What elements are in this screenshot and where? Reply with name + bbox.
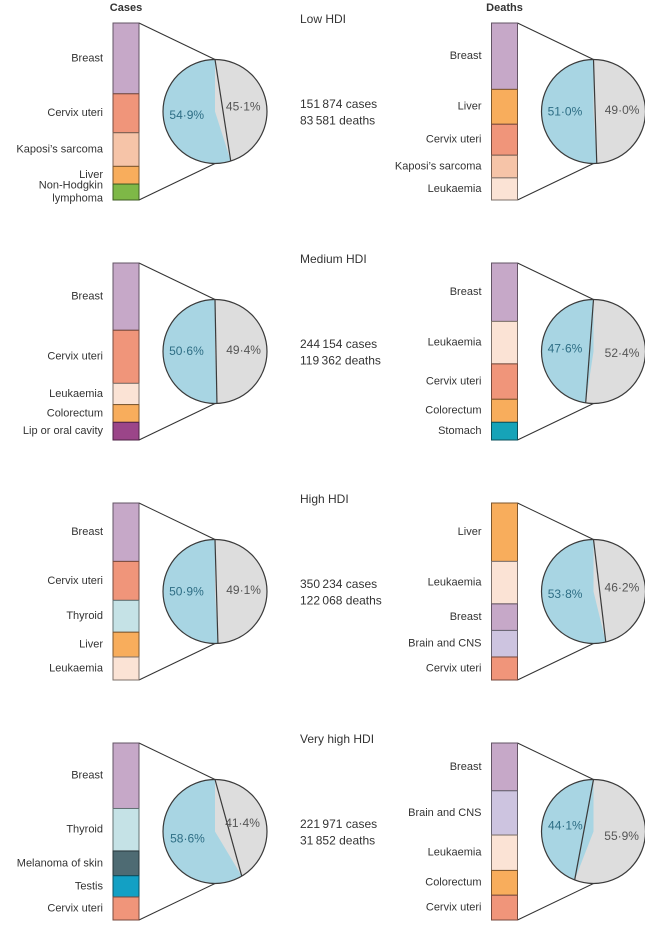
svg-text:46·2%: 46·2% (605, 580, 640, 594)
svg-text:244 154 cases: 244 154 cases (300, 337, 377, 351)
svg-text:Thyroid: Thyroid (66, 824, 103, 836)
svg-text:Colorectum: Colorectum (47, 407, 103, 419)
svg-text:49·4%: 49·4% (226, 343, 261, 357)
svg-text:50·9%: 50·9% (169, 584, 204, 598)
svg-text:Kaposi’s sarcoma: Kaposi’s sarcoma (16, 143, 103, 155)
svg-text:53·8%: 53·8% (548, 587, 583, 601)
svg-text:Colorectum: Colorectum (425, 405, 481, 417)
svg-text:44·1%: 44·1% (548, 818, 583, 832)
svg-text:Thyroid: Thyroid (66, 610, 103, 622)
svg-text:41·4%: 41·4% (225, 816, 260, 830)
svg-text:54·9%: 54·9% (169, 108, 204, 122)
svg-text:Liver: Liver (458, 101, 482, 113)
svg-text:221 971 cases: 221 971 cases (300, 817, 377, 831)
svg-text:Cervix uteri: Cervix uteri (47, 107, 103, 119)
svg-text:49·0%: 49·0% (605, 103, 640, 117)
svg-text:Deaths: Deaths (486, 2, 523, 14)
svg-text:Brain and CNS: Brain and CNS (408, 638, 481, 650)
svg-text:Leukaemia: Leukaemia (428, 337, 483, 349)
svg-text:83 581 deaths: 83 581 deaths (300, 114, 375, 128)
svg-text:Breast: Breast (450, 611, 482, 623)
svg-text:350 234 cases: 350 234 cases (300, 577, 377, 591)
svg-text:45·1%: 45·1% (226, 99, 261, 113)
svg-text:Cervix uteri: Cervix uteri (426, 375, 482, 387)
svg-text:Breast: Breast (71, 770, 103, 782)
svg-text:50·6%: 50·6% (169, 344, 204, 358)
svg-text:Leukaemia: Leukaemia (428, 183, 483, 195)
svg-text:Colorectum: Colorectum (425, 877, 481, 889)
svg-text:122 068 deaths: 122 068 deaths (300, 594, 382, 608)
svg-text:Breast: Breast (450, 50, 482, 62)
svg-text:119 362 deaths: 119 362 deaths (300, 354, 381, 368)
svg-text:Leukaemia: Leukaemia (428, 577, 483, 589)
svg-text:Lip or oral cavity: Lip or oral cavity (23, 425, 104, 437)
svg-text:High HDI: High HDI (300, 492, 349, 506)
svg-text:51·0%: 51·0% (548, 105, 583, 119)
svg-text:Brain and CNS: Brain and CNS (408, 807, 481, 819)
svg-text:Liver: Liver (79, 639, 103, 651)
svg-text:Cervix uteri: Cervix uteri (426, 134, 482, 146)
svg-text:Cases: Cases (110, 2, 142, 14)
svg-text:Stomach: Stomach (438, 425, 481, 437)
svg-text:47·6%: 47·6% (548, 342, 583, 356)
svg-text:Leukaemia: Leukaemia (428, 847, 483, 859)
svg-text:151 874 cases: 151 874 cases (300, 97, 377, 111)
svg-text:Cervix uteri: Cervix uteri (47, 351, 103, 363)
svg-text:Testis: Testis (75, 880, 104, 892)
svg-text:Leukaemia: Leukaemia (49, 388, 104, 400)
svg-text:58·6%: 58·6% (170, 831, 205, 845)
svg-text:Medium HDI: Medium HDI (300, 252, 367, 266)
svg-text:Cervix uteri: Cervix uteri (47, 902, 103, 914)
svg-text:Low HDI: Low HDI (300, 12, 346, 26)
svg-text:Breast: Breast (450, 761, 482, 773)
svg-text:55·9%: 55·9% (604, 829, 639, 843)
svg-text:52·4%: 52·4% (605, 346, 640, 360)
svg-text:Liver: Liver (458, 526, 482, 538)
svg-text:Breast: Breast (71, 291, 103, 303)
svg-text:Cervix uteri: Cervix uteri (426, 662, 482, 674)
svg-text:Breast: Breast (71, 52, 103, 64)
svg-text:Cervix uteri: Cervix uteri (47, 575, 103, 587)
svg-text:Breast: Breast (450, 286, 482, 298)
svg-text:lymphoma: lymphoma (52, 192, 104, 204)
svg-text:Leukaemia: Leukaemia (49, 662, 104, 674)
svg-text:49·1%: 49·1% (226, 583, 261, 597)
svg-text:Very high HDI: Very high HDI (300, 732, 374, 746)
svg-text:Cervix uteri: Cervix uteri (426, 902, 482, 914)
svg-text:Breast: Breast (71, 526, 103, 538)
svg-text:31 852 deaths: 31 852 deaths (300, 834, 375, 848)
svg-text:Kaposi’s sarcoma: Kaposi’s sarcoma (395, 160, 482, 172)
svg-text:Non-Hodgkin: Non-Hodgkin (39, 179, 103, 191)
svg-text:Melanoma of skin: Melanoma of skin (17, 857, 103, 869)
